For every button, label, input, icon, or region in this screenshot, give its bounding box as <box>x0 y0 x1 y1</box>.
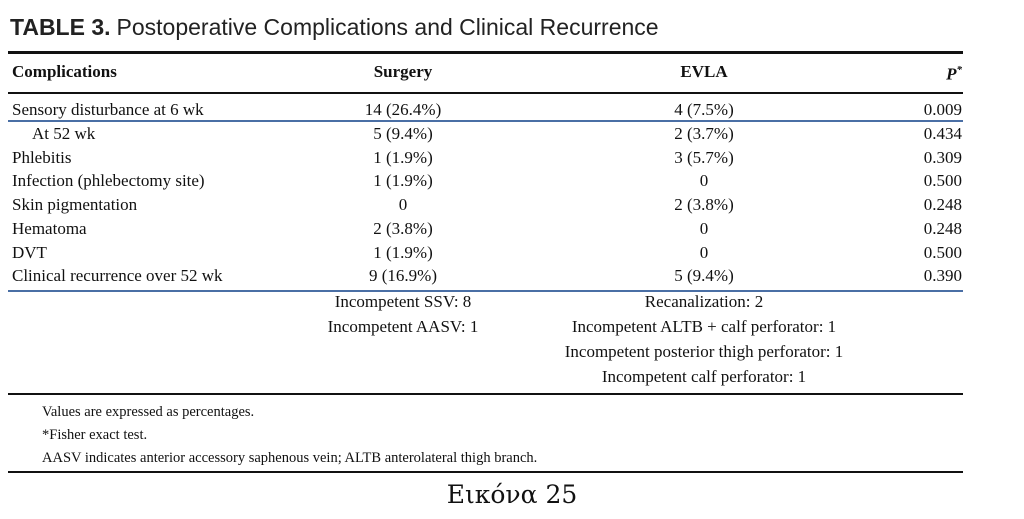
row-evla-value: 3 (5.7%) <box>674 148 734 167</box>
row-evla-value: 2 (3.7%) <box>674 124 734 143</box>
header-surgery: Surgery <box>373 62 433 81</box>
row-divider-blue <box>8 120 963 122</box>
row-p-value: 0.500 <box>923 243 962 262</box>
row-surgery-value: 1 (1.9%) <box>373 171 433 190</box>
row-evla-value: 4 (7.5%) <box>674 100 734 119</box>
row-p-value: 0.009 <box>923 100 962 119</box>
footnote: AASV indicates anterior accessory saphen… <box>42 450 538 466</box>
row-p-value: 0.309 <box>923 148 962 167</box>
bottom-rule <box>8 471 963 473</box>
row-label: Hematoma <box>12 219 87 238</box>
row-surgery-value: 2 (3.8%) <box>373 219 433 238</box>
row-evla-value: 0 <box>699 171 709 190</box>
row-label: At 52 wk <box>32 124 96 143</box>
table-title: TABLE 3. Postoperative Complications and … <box>10 14 659 41</box>
surgery-recurrence-detail: Incompetent AASV: 1 <box>327 317 479 336</box>
row-p-value: 0.248 <box>923 195 962 214</box>
recurrence-divider-blue <box>8 290 963 292</box>
footnote-rule <box>8 393 963 395</box>
top-rule <box>8 51 963 54</box>
header-evla: EVLA <box>680 62 728 81</box>
row-surgery-value: 14 (26.4%) <box>364 100 442 119</box>
evla-recurrence-detail: Incompetent posterior thigh perforator: … <box>564 342 844 361</box>
table-title-text: Postoperative Complications and Clinical… <box>116 14 659 40</box>
evla-recurrence-detail: Recanalization: 2 <box>644 292 764 311</box>
evla-recurrence-detail: Incompetent ALTB + calf perforator: 1 <box>571 317 837 336</box>
row-p-value: 0.434 <box>923 124 962 143</box>
row-surgery-value: 0 <box>398 195 408 214</box>
row-p-value: 0.390 <box>923 266 962 285</box>
row-evla-value: 0 <box>699 219 709 238</box>
row-label: Skin pigmentation <box>12 195 138 214</box>
row-surgery-value: 5 (9.4%) <box>373 124 433 143</box>
header-rule <box>8 92 963 94</box>
table-title-lead: TABLE 3. <box>10 14 111 40</box>
row-evla-value: 2 (3.8%) <box>674 195 734 214</box>
row-surgery-value: 9 (16.9%) <box>369 266 437 285</box>
header-p: P* <box>946 64 963 84</box>
row-label: Phlebitis <box>12 148 72 167</box>
footnote: Values are expressed as percentages. <box>42 404 255 420</box>
header-complications: Complications <box>12 62 117 81</box>
row-surgery-value: 1 (1.9%) <box>373 148 433 167</box>
row-p-value: 0.500 <box>923 171 962 190</box>
row-p-value: 0.248 <box>923 219 962 238</box>
row-evla-value: 5 (9.4%) <box>674 266 734 285</box>
header-p-sup: * <box>956 64 963 76</box>
row-surgery-value: 1 (1.9%) <box>373 243 433 262</box>
row-label: Infection (phlebectomy site) <box>12 171 205 190</box>
row-evla-value: 0 <box>699 243 709 262</box>
evla-recurrence-detail: Incompetent calf perforator: 1 <box>601 367 807 386</box>
surgery-recurrence-detail: Incompetent SSV: 8 <box>334 292 472 311</box>
row-label: Clinical recurrence over 52 wk <box>12 266 223 285</box>
figure-caption: Εικόνα 25 <box>446 480 578 509</box>
row-label: Sensory disturbance at 6 wk <box>12 100 204 119</box>
row-label: DVT <box>12 243 47 262</box>
footnote: *Fisher exact test. <box>42 427 148 443</box>
